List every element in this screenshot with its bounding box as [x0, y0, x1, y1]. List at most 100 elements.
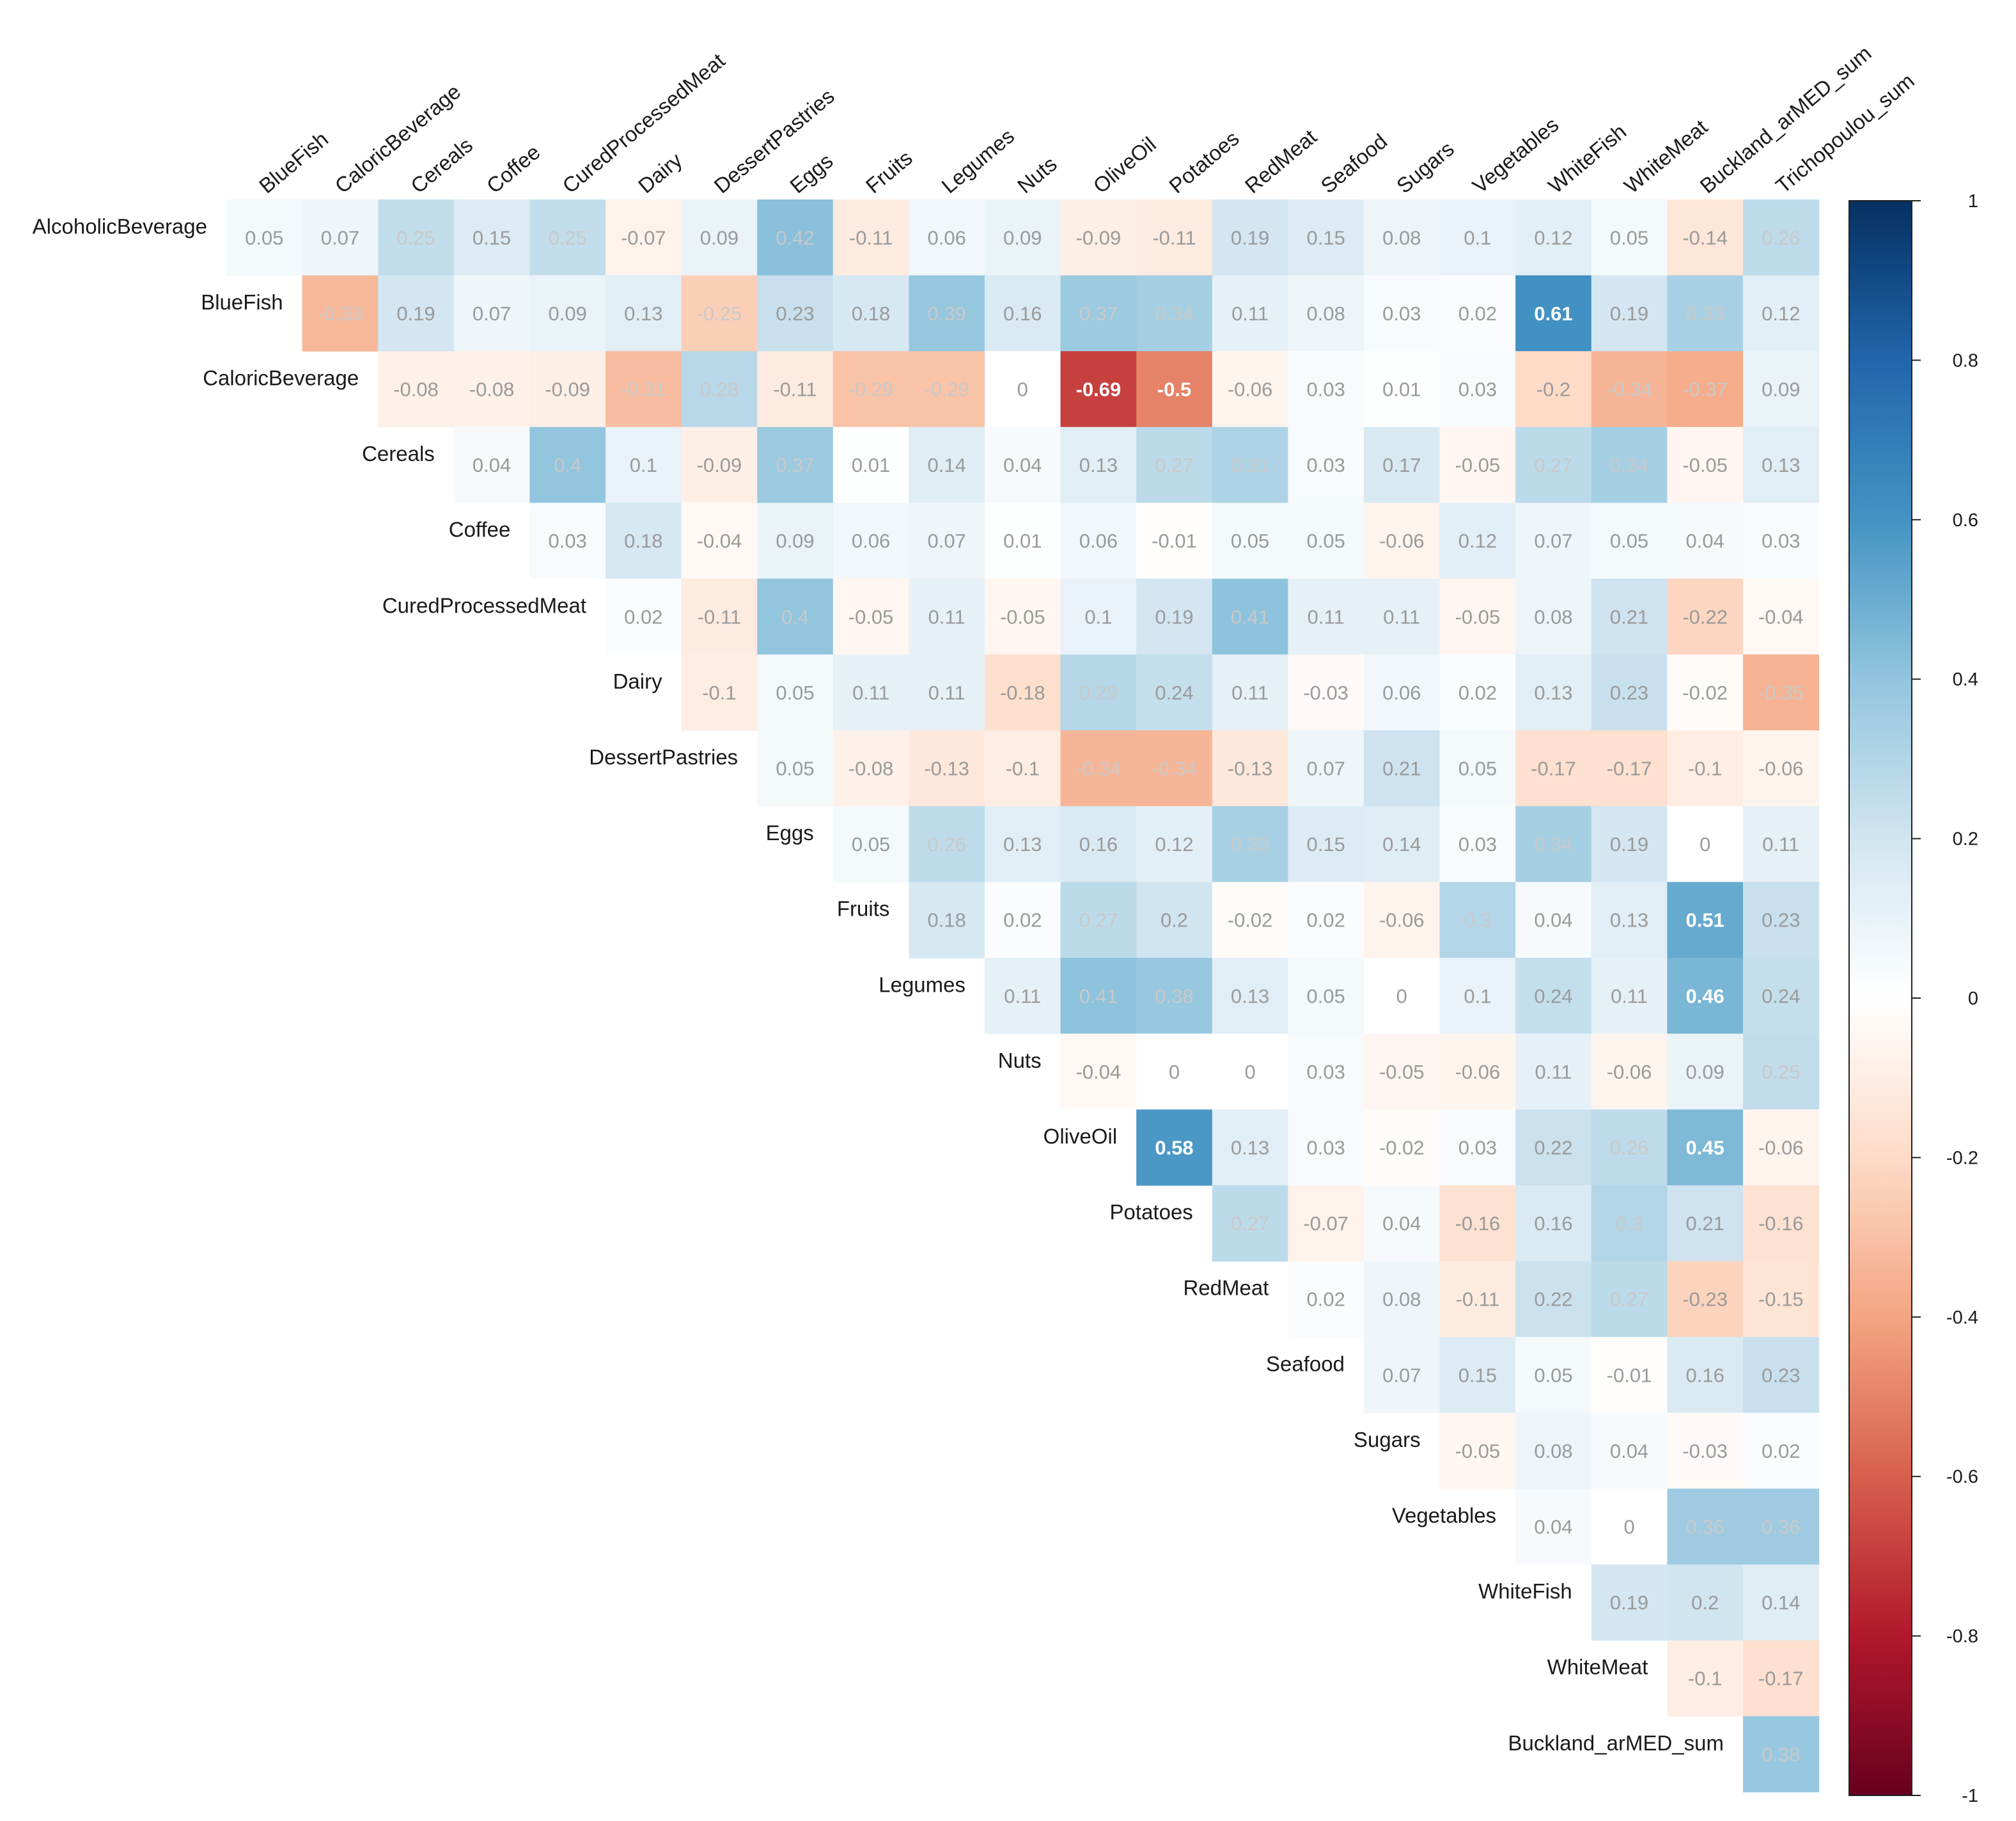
heatmap-cell-whitemeat-buckland-armed-sum: [1667, 1640, 1744, 1717]
heatmap-cell-coffee-dessertpastries: [681, 503, 758, 579]
heatmap-cell-potatoes-whitefish: [1515, 1185, 1592, 1262]
heatmap-cell-seafood-vegetables: [1439, 1337, 1516, 1414]
cell-value-label: 0.06: [1382, 682, 1421, 704]
heatmap-cell-alcoholicbeverage-bluefish: [226, 199, 303, 276]
row-label-nuts: Nuts: [998, 1049, 1042, 1072]
heatmap-cell-nuts-buckland-armed-sum: [1667, 1033, 1744, 1110]
cell-value-label: -0.04: [1076, 1061, 1121, 1083]
cell-value-label: 0.1: [1464, 985, 1491, 1007]
column-label-cereals: Cereals: [406, 133, 477, 198]
row-label-oliveoil: OliveOil: [1043, 1125, 1118, 1148]
heatmap-cell-caloricbeverage-whitemeat: [1591, 351, 1668, 428]
cell-value-label: 0.06: [852, 530, 890, 552]
cell-value-label: -0.08: [848, 758, 894, 780]
cell-value-label: 0.12: [1762, 302, 1800, 325]
cell-value-label: 0.28: [700, 379, 738, 401]
heatmap-cell-coffee-eggs: [757, 503, 834, 579]
cell-value-label: 0.06: [928, 226, 966, 249]
heatmap-cell-curedprocessedmeat-fruits: [832, 579, 909, 655]
cell-value-label: 0.19: [396, 302, 435, 325]
heatmap-cell-cereals-potatoes: [1136, 426, 1213, 503]
cell-value-label: 0.23: [776, 302, 814, 325]
cell-value-label: -0.02: [1228, 909, 1273, 932]
cell-value-label: 0.11: [1383, 606, 1420, 628]
heatmap-cell-curedprocessedmeat-seafood: [1288, 579, 1364, 655]
heatmap-cell-redmeat-whitemeat: [1591, 1261, 1668, 1338]
heatmap-cell-alcoholicbeverage-redmeat: [1212, 199, 1288, 276]
heatmap-cell-nuts-potatoes: [1136, 1033, 1213, 1110]
cell-value-label: 0.18: [624, 530, 662, 552]
cell-value-label: -0.25: [697, 302, 742, 325]
cell-value-label: 0.07: [1534, 530, 1572, 552]
cell-value-label: 0.01: [852, 454, 890, 476]
cell-value-label: 0.4: [554, 454, 581, 476]
cell-value-label: -0.07: [621, 226, 666, 249]
heatmap-cell-nuts-whitefish: [1515, 1033, 1592, 1110]
cell-value-label: -0.34: [1076, 758, 1121, 780]
cell-value-label: 0.24: [1534, 985, 1572, 1007]
heatmap-cell-coffee-sugars: [1364, 503, 1441, 579]
colorbar-tick-label: -0.8: [1946, 1627, 1978, 1647]
cell-value-label: 0.16: [1534, 1212, 1572, 1235]
cell-value-label: 0.07: [928, 530, 966, 552]
heatmap-cell-fruits-nuts: [985, 882, 1061, 958]
colorbar-tick-label: -0.2: [1946, 1148, 1978, 1168]
cell-value-label: 0.05: [852, 833, 890, 856]
heatmap-cell-eggs-trichopoulou-sum: [1743, 806, 1820, 882]
cell-value-label: -0.06: [1607, 1061, 1652, 1083]
cell-value-label: 0.13: [1534, 682, 1572, 704]
cell-value-label: 0.07: [1307, 758, 1345, 780]
heatmap-cell-sugars-buckland-armed-sum: [1667, 1412, 1744, 1489]
cell-value-label: -0.29: [924, 379, 969, 401]
cell-value-label: 0.19: [1231, 226, 1269, 249]
heatmap-cell-coffee-fruits: [832, 503, 909, 579]
cell-value-label: 0.14: [1382, 833, 1421, 856]
cell-value-label: 0.38: [1155, 985, 1193, 1007]
cell-value-label: 0.16: [1686, 1364, 1724, 1386]
cell-value-label: 0.03: [1458, 379, 1497, 401]
cell-value-label: 0.04: [1686, 530, 1724, 552]
heatmap-cell-fruits-sugars: [1364, 882, 1441, 958]
cell-value-label: 0.11: [1231, 682, 1269, 704]
row-label-whitefish: WhiteFish: [1478, 1579, 1572, 1603]
cell-value-label: -0.16: [1758, 1212, 1804, 1235]
cell-value-label: 0.27: [1231, 1212, 1269, 1235]
heatmap-cell-whitefish-trichopoulou-sum: [1743, 1564, 1820, 1641]
cell-value-label: -0.05: [848, 606, 894, 628]
heatmap-cell-curedprocessedmeat-whitemeat: [1591, 579, 1668, 655]
heatmap-cell-nuts-vegetables: [1439, 1033, 1516, 1110]
colorbar-tick-label: 0.8: [1953, 350, 1978, 371]
cell-value-label: 0.2: [1691, 1591, 1719, 1614]
cell-value-label: 0.06: [1079, 530, 1118, 552]
cell-value-label: -0.01: [1152, 530, 1197, 552]
cell-value-label: 0.02: [1458, 302, 1497, 325]
heatmap-cell-cereals-trichopoulou-sum: [1743, 426, 1820, 503]
cell-value-label: -0.06: [1758, 758, 1804, 780]
cell-value-label: -0.02: [1379, 1137, 1425, 1159]
heatmap-cell-redmeat-vegetables: [1439, 1261, 1516, 1338]
cell-value-label: -0.04: [697, 530, 742, 552]
cell-value-label: 0.01: [1003, 530, 1042, 552]
row-label-cereals: Cereals: [362, 442, 435, 465]
cell-value-label: 0.58: [1155, 1137, 1193, 1159]
cell-value-label: -0.69: [1076, 379, 1121, 401]
cell-value-label: 0.09: [1686, 1061, 1724, 1083]
heatmap-cell-potatoes-redmeat: [1212, 1185, 1288, 1262]
cell-value-label: 0.05: [1534, 1364, 1572, 1386]
cell-value-label: 0.05: [1307, 985, 1345, 1007]
heatmap-cell-legumes-redmeat: [1212, 958, 1288, 1035]
cell-value-label: 0.02: [1003, 909, 1042, 932]
cell-value-label: 0.37: [1079, 302, 1118, 325]
heatmap-cell-dessertpastries-trichopoulou-sum: [1743, 730, 1820, 807]
cell-value-label: -0.01: [1607, 1364, 1652, 1386]
cell-value-label: 0.13: [1610, 909, 1648, 932]
cell-value-label: -0.1: [1688, 758, 1722, 780]
cell-value-label: 0.15: [1307, 226, 1345, 249]
cell-value-label: 0.02: [1458, 682, 1497, 704]
cell-value-label: 0.19: [1155, 606, 1193, 628]
heatmap-cell-bluefish-cereals: [378, 275, 455, 352]
heatmap-cell-oliveoil-redmeat: [1212, 1109, 1288, 1186]
heatmap-cell-bluefish-oliveoil: [1060, 275, 1137, 352]
heatmap-cell-dairy-redmeat: [1212, 654, 1288, 731]
